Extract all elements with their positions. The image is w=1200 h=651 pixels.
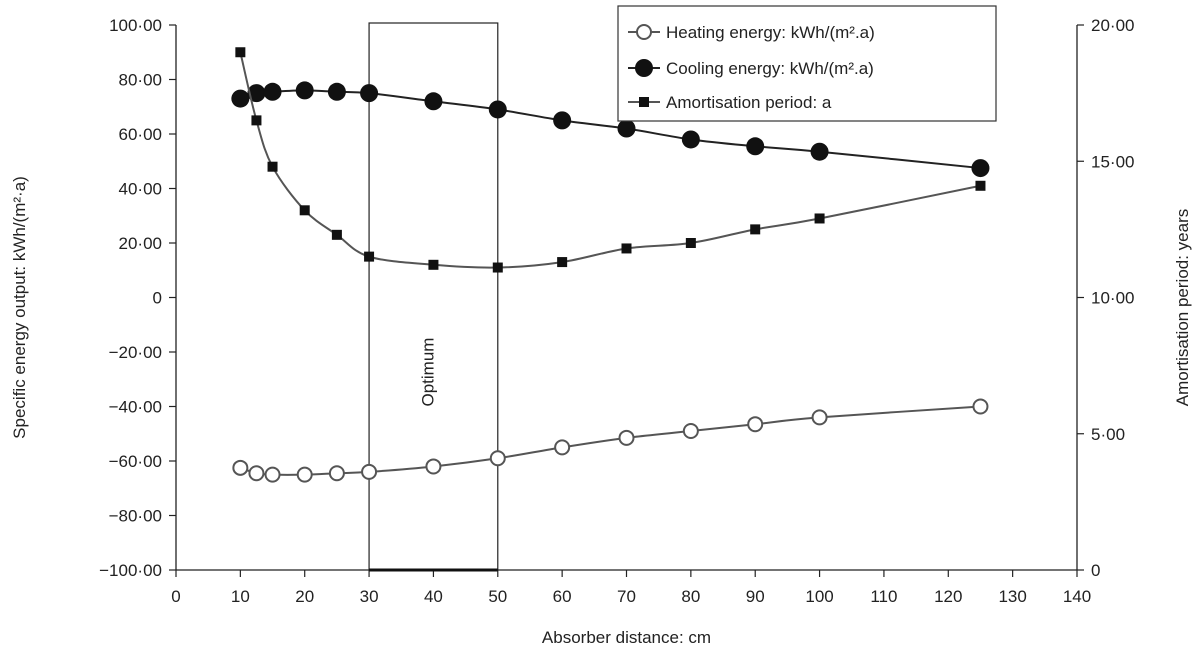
y-tick-label: −60·00 (109, 452, 162, 471)
legend-item-heating: Heating energy: kWh/(m².a) (628, 23, 875, 42)
x-tick-label: 50 (488, 587, 507, 606)
x-tick-label: 70 (617, 587, 636, 606)
y2-axis-title: Amortisation period: years (1173, 209, 1192, 406)
amortisation-point (685, 238, 696, 248)
y-tick-label: −80·00 (109, 507, 162, 526)
optimum-label: Optimum (418, 338, 437, 407)
amortisation-point (557, 257, 568, 268)
y-tick-label: 40·00 (119, 180, 162, 199)
heating-point (425, 458, 442, 475)
axes: 0 10 20 30 40 50 60 70 80 90 100 110 120 130 140 100·00… (99, 16, 1134, 606)
legend-item-amortisation: Amortisation period: a (628, 93, 832, 112)
heating-point (747, 416, 764, 433)
cooling-point (553, 111, 572, 130)
y2-tick-label: 0 (1091, 561, 1100, 580)
series-layer (231, 47, 990, 483)
y-tick-label: 20·00 (119, 234, 162, 253)
amortisation-point (428, 259, 439, 270)
cooling-point (617, 119, 636, 138)
cooling-point (681, 130, 700, 149)
heating-point (618, 429, 635, 446)
y-tick-label: −40·00 (109, 398, 162, 417)
legend: Heating energy: kWh/(m².a) Cooling energ… (617, 5, 997, 122)
cooling-point (327, 82, 346, 101)
amortisation-point (251, 115, 262, 126)
x-tick-label: 40 (424, 587, 443, 606)
y-tick-label: 60·00 (119, 125, 162, 144)
cooling-point (488, 100, 507, 119)
cooling-point (263, 82, 282, 101)
heating-point (682, 423, 699, 440)
legend-amortisation-marker (639, 97, 649, 107)
series-0-line (240, 405, 981, 476)
legend-box (617, 5, 997, 122)
y2-tick-label: 15·00 (1091, 152, 1134, 171)
x-tick-label: 100 (805, 587, 833, 606)
x-tick-label: 120 (934, 587, 962, 606)
x-tick-label: 110 (870, 587, 897, 606)
amortisation-point (267, 161, 278, 172)
x-tick-label: 80 (681, 587, 700, 606)
legend-item-cooling: Cooling energy: kWh/(m².a) (628, 59, 874, 78)
heating-point (554, 439, 571, 456)
amortisation-point (364, 251, 375, 262)
heating-point (361, 463, 378, 480)
cooling-point (360, 84, 379, 103)
cooling-point (810, 142, 829, 161)
cooling-point (231, 89, 250, 108)
y2-tick-label: 5·00 (1091, 425, 1125, 444)
y-tick-label: −100·00 (99, 561, 162, 580)
y-tick-label: 80·00 (119, 71, 162, 90)
legend-cooling-label: Cooling energy: kWh/(m².a) (666, 59, 874, 78)
legend-amortisation-label: Amortisation period: a (666, 93, 832, 112)
heating-point (328, 465, 345, 482)
y-tick-label: 100·00 (109, 16, 162, 35)
legend-heating-label: Heating energy: kWh/(m².a) (666, 23, 875, 42)
heating-point (248, 465, 265, 482)
x-tick-label: 20 (295, 587, 314, 606)
heating-point (232, 459, 249, 476)
heating-point (489, 450, 506, 467)
cooling-point (746, 137, 765, 156)
cooling-point (247, 84, 266, 103)
x-tick-label: 140 (1063, 587, 1091, 606)
amortisation-point (621, 243, 632, 254)
amortisation-point (331, 229, 342, 240)
optimum-box: Optimum (368, 22, 499, 572)
cooling-point (971, 159, 990, 178)
cooling-point (424, 92, 443, 111)
heating-point (264, 466, 281, 483)
amortisation-point (750, 224, 761, 235)
amortisation-point (235, 47, 246, 58)
heating-point (296, 466, 313, 483)
x-tick-label: 90 (746, 587, 765, 606)
amortisation-point (492, 262, 503, 273)
x-axis-title: Absorber distance: cm (542, 628, 711, 647)
x-tick-label: 60 (553, 587, 572, 606)
cooling-point (295, 81, 314, 100)
amortisation-point (299, 205, 310, 216)
amortisation-point (975, 180, 986, 191)
amortisation-point (814, 213, 825, 224)
y-tick-label: 0 (153, 289, 162, 308)
x-tick-label: 130 (998, 587, 1026, 606)
y-tick-label: −20·00 (109, 343, 162, 362)
x-tick-label: 10 (231, 587, 250, 606)
y-axis-title: Specific energy output: kWh/(m²·a) (10, 176, 29, 439)
y2-tick-label: 20·00 (1091, 16, 1134, 35)
legend-cooling-marker (635, 59, 653, 77)
y2-tick-label: 10·00 (1091, 289, 1134, 308)
x-tick-label: 30 (360, 587, 379, 606)
x-tick-label: 0 (171, 587, 180, 606)
heating-point (811, 409, 828, 426)
heating-point (972, 398, 989, 415)
legend-heating-marker (636, 24, 652, 40)
